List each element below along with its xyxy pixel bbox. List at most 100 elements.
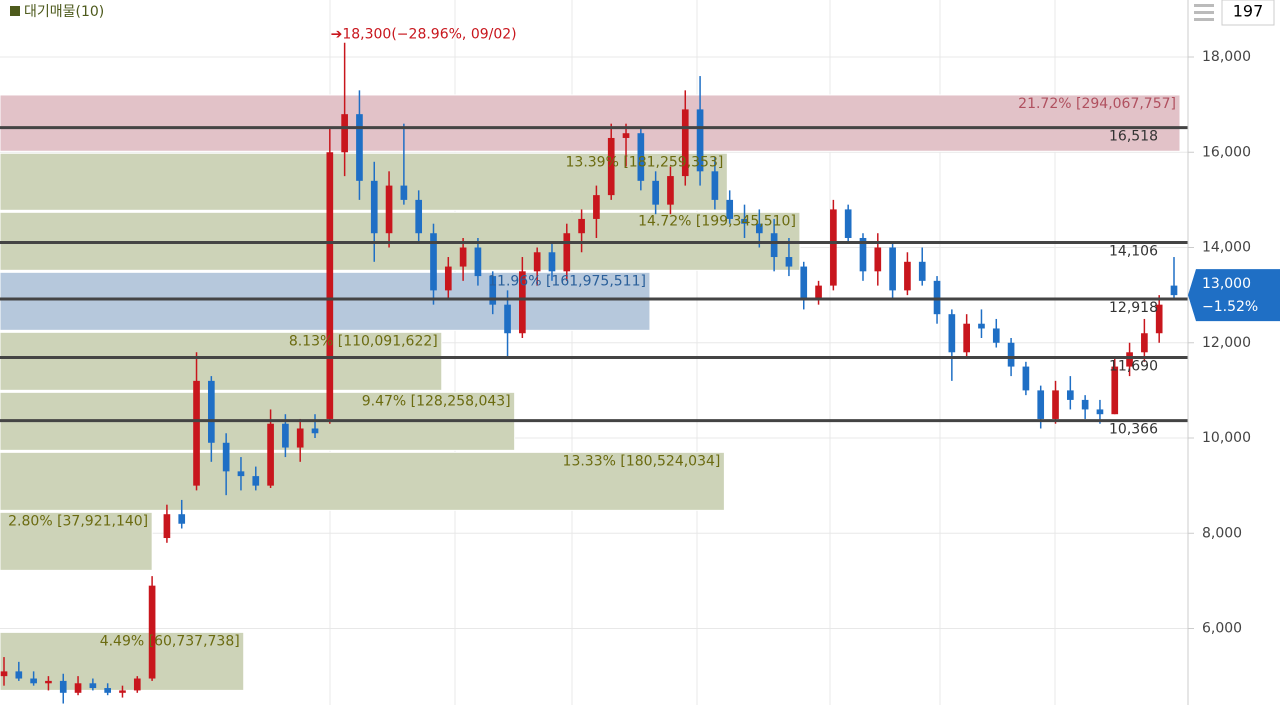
period-value[interactable]: 197 [1233,2,1264,21]
candle-body [59,680,67,693]
candle-body [578,218,585,234]
volume-profile-label: 4.49% [60,737,738] [100,633,240,649]
candle-body [874,247,882,272]
y-tick-label: 18,000 [1202,49,1251,65]
volume-profile-label: 13.39% [181,259,353] [566,154,724,170]
candle-body [1022,366,1030,391]
candle-body [918,261,926,281]
candle-body [830,209,837,286]
volume-profile-label: 2.80% [37,921,140] [8,513,148,529]
candle-body [326,152,334,419]
candle-body [222,442,230,472]
candle-body [104,688,112,693]
candle-body [652,180,659,205]
y-tick-label: 6,000 [1202,621,1242,637]
header-icon [10,6,20,16]
volume-profile-bar [0,271,651,331]
candle-body [904,261,911,291]
candle-body [237,471,245,477]
volume-profile-label: 14.72% [199,345,510] [638,213,796,229]
candle-body [148,585,156,679]
candle-body [133,678,141,691]
candle-body [267,423,274,486]
candle-body [341,114,348,153]
candle-body [30,678,37,684]
current-price: 13,000 [1202,276,1251,292]
candle-body [1126,352,1133,367]
current-price-tag [1188,269,1280,322]
volume-profile-bar [0,152,728,211]
y-tick-label: 14,000 [1202,240,1251,256]
candle-body [741,218,748,224]
candle-body [430,233,437,291]
candle-body [637,133,645,181]
candle-body [489,276,497,305]
candle-body [459,247,467,267]
y-tick-label: 12,000 [1202,335,1251,351]
candle-body [563,233,571,272]
level-label: 16,518 [1109,129,1158,145]
candle-body [15,671,23,679]
y-tick-label: 8,000 [1202,525,1242,541]
candle-body [415,199,423,234]
candle-body [889,247,896,291]
candle-body [1066,390,1074,400]
volume-profile-label: 21.72% [294,067,757] [1018,96,1176,112]
volume-profile-label: 13.33% [180,524,034] [563,453,721,469]
candle-body [815,285,822,300]
candle-body [711,171,719,200]
candle-body [519,271,526,334]
level-label: 14,106 [1109,243,1158,259]
candle-body [933,280,941,315]
volume-profile-label: 9.47% [128,258,043] [362,393,511,409]
level-label: 10,366 [1109,422,1158,438]
candle-body [770,233,778,258]
y-tick-label: 10,000 [1202,430,1251,446]
candle-body [444,266,452,291]
candle-body [593,195,600,219]
candle-body [0,671,8,677]
candle-body [1081,399,1089,410]
candle-body [1111,366,1119,415]
candle-body [533,252,541,272]
level-label: 12,918 [1109,300,1158,316]
candle-body [992,328,1000,343]
current-change: −1.52% [1202,299,1258,315]
candle-body [193,380,200,486]
candle-body [667,176,674,205]
candle-body [607,137,615,196]
candle-body [622,133,630,138]
candle-body [311,428,319,434]
candle-body [1141,333,1148,353]
axis-panel [1188,0,1280,705]
volume-profile-bar [0,511,153,571]
candle-body [208,380,215,443]
level-label: 11,690 [1109,359,1158,375]
candle-body [356,114,363,181]
candle-body [370,180,378,234]
candle-body [978,323,985,329]
volume-profile-label: 11.96% [161,975,511] [488,273,646,289]
candle-body [282,423,289,448]
volume-profile-label: 8.13% [110,091,622] [289,333,438,349]
menu-icon[interactable] [1194,4,1214,21]
candle-body [696,109,704,172]
candle-body [296,428,304,448]
candle-body [1155,304,1163,334]
y-tick-label: 16,000 [1202,144,1251,160]
candle-body [785,257,793,267]
candle-body [1037,390,1045,419]
volume-profile-bar [0,331,443,391]
candle-body [681,109,689,177]
candle-body [400,185,408,200]
candle-body [1052,390,1059,419]
volume-profile-bar [0,94,1181,152]
candle-body [948,314,956,353]
candle-body [859,237,867,272]
candle-body [74,683,82,693]
period-box[interactable] [1221,0,1275,26]
candle-body [178,514,186,524]
volume-profile-bar [0,631,245,691]
candle-body [1170,285,1178,296]
